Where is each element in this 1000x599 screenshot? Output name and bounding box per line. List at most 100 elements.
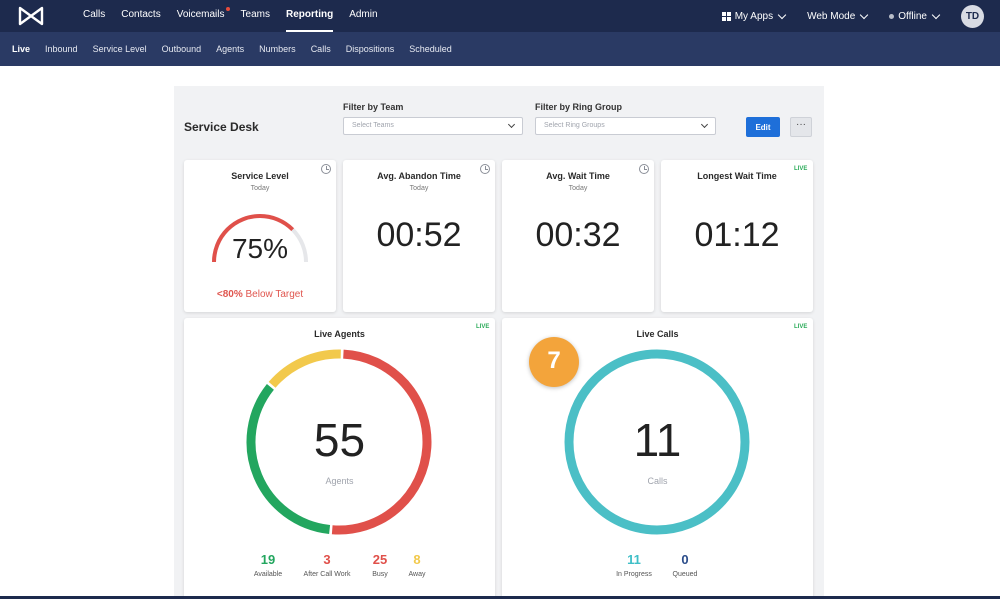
stat-available: 19 Available [238, 552, 298, 578]
subnav-calls[interactable]: Calls [310, 44, 331, 54]
card-subtitle: Today [250, 185, 270, 192]
more-options-button[interactable]: ··· [790, 117, 812, 137]
service-level-card: Service Level Today 75% <80% Below Targe… [184, 160, 336, 312]
subnav-service-level[interactable]: Service Level [92, 44, 147, 54]
stat-after-call-work: 3 After Call Work [297, 552, 357, 578]
card-title: Avg. Abandon Time [377, 171, 461, 181]
stat-value: 19 [260, 552, 276, 567]
live-agents-unit: Agents [325, 476, 354, 486]
topbar-right-controls: My Apps Web Mode Offline TD [721, 0, 1000, 32]
card-subtitle: Today [568, 185, 588, 192]
nav-reporting[interactable]: Reporting [285, 0, 334, 32]
web-mode-menu[interactable]: Web Mode [807, 10, 869, 22]
avg-wait-value: 00:32 [535, 216, 621, 254]
clock-icon [321, 164, 331, 174]
subnav-inbound[interactable]: Inbound [45, 44, 78, 54]
card-title: Live Agents [314, 329, 365, 339]
my-apps-label: My Apps [734, 10, 774, 22]
chevron-down-icon [700, 120, 709, 129]
longest-wait-value: 01:12 [694, 216, 780, 254]
stat-busy: 25 Busy [350, 552, 410, 578]
subnav-dispositions[interactable]: Dispositions [345, 44, 395, 54]
live-agents-card: LIVE Live Agents 55 Agents 19 Available … [184, 318, 495, 599]
live-agents-count: 55 [313, 414, 366, 466]
filter-ring-group-placeholder: Select Ring Groups [544, 122, 605, 129]
my-apps-menu[interactable]: My Apps [721, 10, 787, 22]
main-nav: Calls Contacts Voicemails Teams Reportin… [83, 0, 394, 32]
longest-wait-time-card: LIVE Longest Wait Time 01:12 [661, 160, 813, 312]
nav-voicemails[interactable]: Voicemails [176, 0, 230, 32]
below-target-note: <80% Below Target [184, 289, 336, 300]
filter-team-label: Filter by Team [343, 102, 404, 112]
status-label: Offline [898, 10, 927, 22]
live-calls-unit: Calls [647, 476, 668, 486]
subnav-outbound[interactable]: Outbound [161, 44, 202, 54]
live-calls-ring [564, 349, 750, 535]
clock-icon [480, 164, 490, 174]
stat-value: 3 [323, 552, 331, 567]
ring-segment-available [246, 384, 331, 534]
target-threshold: <80% [216, 289, 243, 300]
avg-abandon-time-card: Avg. Abandon Time Today 00:52 [343, 160, 495, 312]
edit-button[interactable]: Edit [746, 117, 780, 137]
stat-value: 25 [372, 552, 388, 567]
filter-ring-group-select[interactable]: Select Ring Groups [535, 117, 716, 135]
card-title: Service Level [231, 171, 289, 181]
avatar[interactable]: TD [961, 4, 984, 28]
stat-label: Available [253, 571, 283, 578]
live-badge: LIVE [794, 324, 808, 330]
clock-icon [639, 164, 649, 174]
stat-label: In Progress [616, 571, 652, 578]
stat-queued: 0 Queued [655, 552, 715, 578]
nav-voicemails-label: Voicemails [176, 9, 225, 20]
card-title: Avg. Wait Time [546, 171, 610, 181]
reporting-subnav: Live Inbound Service Level Outbound Agen… [0, 32, 1000, 66]
stat-value: 11 [627, 552, 641, 567]
live-agents-ring [246, 349, 432, 535]
subnav-agents[interactable]: Agents [216, 44, 245, 54]
queue-count-badge[interactable]: 7 [529, 337, 579, 387]
filter-team-placeholder: Select Teams [352, 122, 394, 129]
chevron-down-icon [777, 10, 787, 19]
chevron-down-icon [860, 10, 869, 19]
filter-team-select[interactable]: Select Teams [343, 117, 523, 135]
stat-value: 8 [413, 552, 421, 567]
stat-value: 0 [681, 552, 689, 567]
nav-teams[interactable]: Teams [240, 9, 270, 20]
stat-away: 8 Away [387, 552, 447, 578]
live-badge: LIVE [794, 166, 808, 172]
brand-logo-icon[interactable] [17, 5, 45, 27]
nav-calls[interactable]: Calls [83, 9, 106, 20]
subnav-live[interactable]: Live [12, 44, 31, 54]
status-menu[interactable]: Offline [889, 10, 941, 22]
live-calls-count: 11 [633, 414, 682, 466]
nav-admin[interactable]: Admin [349, 9, 378, 20]
live-badge: LIVE [476, 324, 490, 330]
ring-segment-away [268, 349, 341, 388]
chevron-down-icon [507, 120, 516, 129]
web-mode-label: Web Mode [807, 10, 856, 22]
stat-label: Queued [672, 571, 698, 578]
stat-label: Busy [372, 571, 388, 578]
service-level-gauge [212, 214, 308, 263]
top-navigation-bar: Calls Contacts Voicemails Teams Reportin… [0, 0, 1000, 32]
subnav-scheduled[interactable]: Scheduled [409, 44, 452, 54]
stat-label: Away [408, 571, 426, 578]
page-title: Service Desk [184, 120, 259, 134]
card-title: Live Calls [636, 329, 679, 339]
avg-wait-time-card: Avg. Wait Time Today 00:32 [502, 160, 654, 312]
card-subtitle: Today [409, 185, 429, 192]
apps-grid-icon [721, 11, 731, 21]
stat-in-progress: 11 In Progress [604, 552, 664, 578]
status-dot-icon [889, 13, 895, 19]
nav-contacts[interactable]: Contacts [121, 9, 161, 20]
bottom-border [0, 596, 1000, 599]
avg-abandon-value: 00:52 [376, 216, 462, 254]
chevron-down-icon [931, 10, 941, 19]
notification-dot [225, 7, 230, 11]
subnav-numbers[interactable]: Numbers [259, 44, 296, 54]
target-note: Below Target [242, 289, 304, 300]
ring-segment-busy [331, 349, 432, 535]
service-level-value: 75% [231, 233, 289, 264]
card-title: Longest Wait Time [697, 171, 777, 181]
